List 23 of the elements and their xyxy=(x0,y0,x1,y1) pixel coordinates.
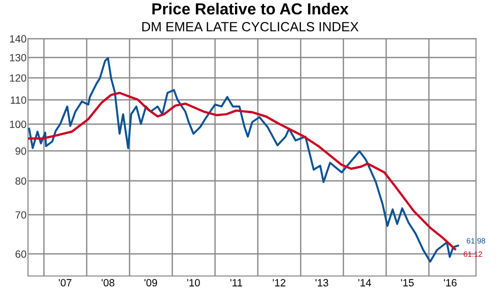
x-tick-label: '09 xyxy=(144,279,158,286)
chart-subtitle: DM EMEA LATE CYCLICALS INDEX xyxy=(142,22,358,32)
y-tick-label: 80 xyxy=(15,177,26,185)
line-series xyxy=(28,92,456,250)
y-tick-label: 110 xyxy=(10,96,26,104)
x-tick-label: '13 xyxy=(316,279,328,286)
y-tick-label: 60 xyxy=(16,250,26,258)
x-tick-label: '16 xyxy=(444,279,457,286)
x-tick-label: '15 xyxy=(401,279,414,286)
y-tick-label: 90 xyxy=(16,147,26,155)
y-tick-label: 140 xyxy=(10,35,26,43)
x-tick-label: '10 xyxy=(187,279,200,286)
x-tick-label: '11 xyxy=(230,279,242,286)
y-tick-label: 130 xyxy=(10,54,26,62)
x-tick-label: '08 xyxy=(102,279,114,286)
chart-title: Price Relative to AC Index xyxy=(152,2,349,15)
x-tick-label: '07 xyxy=(58,279,72,286)
line-series xyxy=(28,57,460,263)
x-tick-label: '12 xyxy=(272,279,286,286)
y-tick-label: 70 xyxy=(16,211,26,219)
x-tick-label: '14 xyxy=(358,279,372,286)
y-tick-label: 120 xyxy=(10,74,26,82)
y-tick-label: 100 xyxy=(10,120,26,128)
